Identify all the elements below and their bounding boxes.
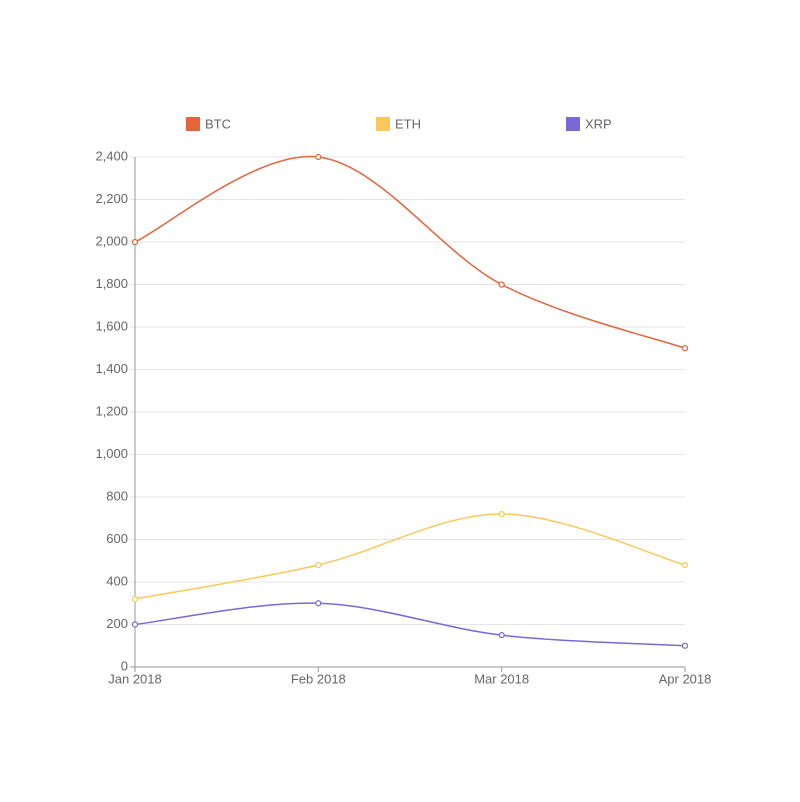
series-line <box>134 513 686 600</box>
legend-label: BTC <box>205 116 231 131</box>
data-point <box>315 600 322 607</box>
data-point <box>315 561 322 569</box>
y-tick-label: 0 <box>121 658 128 673</box>
y-tick-label: 2,400 <box>95 148 128 163</box>
y-tick-label: 200 <box>106 616 128 631</box>
y-tick-label: 800 <box>106 488 128 503</box>
y-tick-label: 2,000 <box>95 233 128 248</box>
data-point <box>131 238 139 246</box>
data-point <box>681 642 689 649</box>
y-tick-label: 2,200 <box>95 191 128 206</box>
legend-swatch <box>186 117 200 131</box>
x-tick-label: Mar 2018 <box>474 671 529 686</box>
data-point <box>131 621 139 628</box>
y-tick-label: 1,800 <box>95 276 128 291</box>
data-point <box>131 595 139 603</box>
x-tick-label: Apr 2018 <box>659 671 712 686</box>
legend-label: XRP <box>585 116 612 131</box>
series-line <box>134 602 686 647</box>
data-point <box>681 345 689 352</box>
y-tick-label: 1,200 <box>95 403 128 418</box>
legend-swatch <box>566 117 580 131</box>
x-tick-label: Jan 2018 <box>108 671 162 686</box>
data-point <box>498 632 505 639</box>
data-point <box>498 510 505 518</box>
y-tick-label: 1,000 <box>95 446 128 461</box>
y-tick-label: 400 <box>106 573 128 588</box>
y-tick-label: 1,600 <box>95 318 128 333</box>
data-point <box>681 561 689 569</box>
data-point <box>315 153 322 161</box>
legend-label: ETH <box>395 116 421 131</box>
x-tick-label: Feb 2018 <box>291 671 346 686</box>
legend-swatch <box>376 117 390 131</box>
y-tick-label: 1,400 <box>95 361 128 376</box>
data-point <box>498 281 505 288</box>
y-tick-label: 600 <box>106 531 128 546</box>
series-line <box>134 155 686 349</box>
